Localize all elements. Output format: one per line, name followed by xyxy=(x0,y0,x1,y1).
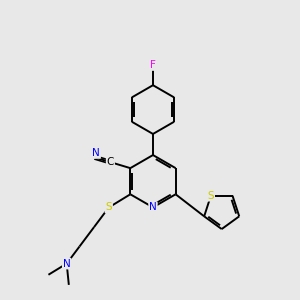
Text: N: N xyxy=(149,202,157,212)
Text: S: S xyxy=(106,202,112,212)
Text: N: N xyxy=(63,259,70,269)
Text: N: N xyxy=(92,148,100,158)
Text: S: S xyxy=(208,191,214,201)
Text: C: C xyxy=(107,157,114,167)
Text: F: F xyxy=(150,60,156,70)
